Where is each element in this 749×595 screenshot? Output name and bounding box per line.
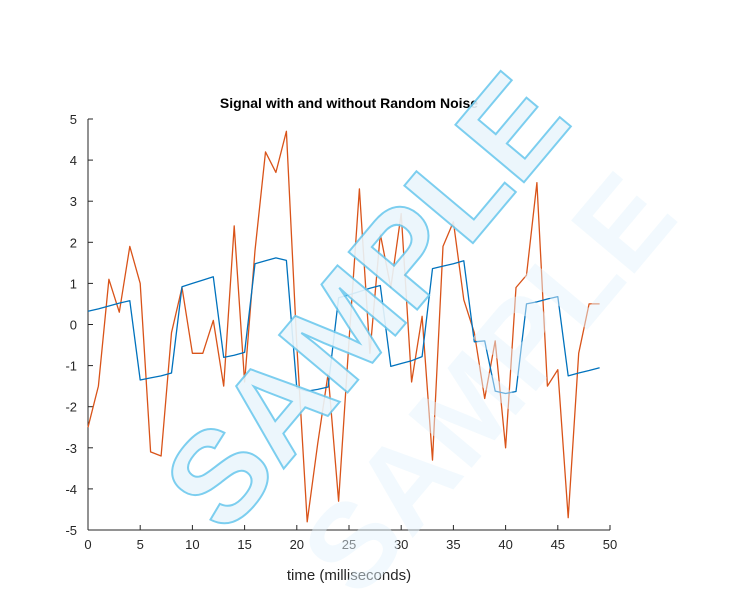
x-tick-label: 40 <box>498 537 512 552</box>
x-tick-labels: 0 5 10 15 20 25 30 35 40 45 50 <box>84 537 617 552</box>
y-tick-labels: 5 4 3 2 1 0 -1 -2 -3 -4 -5 <box>65 112 77 538</box>
x-tick-label: 0 <box>84 537 91 552</box>
x-tick-label: 5 <box>137 537 144 552</box>
x-tick-label: 25 <box>342 537 356 552</box>
y-tick-label: 1 <box>70 276 77 291</box>
y-tick-label: -2 <box>65 400 77 415</box>
y-tick-label: -3 <box>65 441 77 456</box>
y-tick-label: 4 <box>70 153 77 168</box>
x-tick-label: 10 <box>185 537 199 552</box>
x-tick-label: 35 <box>446 537 460 552</box>
series-layer <box>87 130 600 523</box>
y-tick-label: 2 <box>70 235 77 250</box>
sample-watermark: SAMPLE SAMPLE <box>135 46 701 595</box>
y-tick-label: 5 <box>70 112 77 127</box>
series-line-signal <box>87 257 600 395</box>
y-tick-label: 3 <box>70 194 77 209</box>
chart-title: Signal with and without Random Noise <box>220 95 478 111</box>
x-tick-label: 20 <box>290 537 304 552</box>
y-tick-label: -1 <box>65 359 77 374</box>
y-tick-label: -4 <box>65 482 77 497</box>
x-tick-label: 30 <box>394 537 408 552</box>
x-axis-label: time (milliseconds) <box>287 567 411 584</box>
x-tick-label: 45 <box>551 537 565 552</box>
x-tick-label: 15 <box>237 537 251 552</box>
series-line-noisy <box>87 130 600 523</box>
axes <box>87 118 611 531</box>
y-tick-label: -5 <box>65 523 77 538</box>
x-tick-label: 50 <box>603 537 617 552</box>
y-tick-label: 0 <box>70 318 77 333</box>
